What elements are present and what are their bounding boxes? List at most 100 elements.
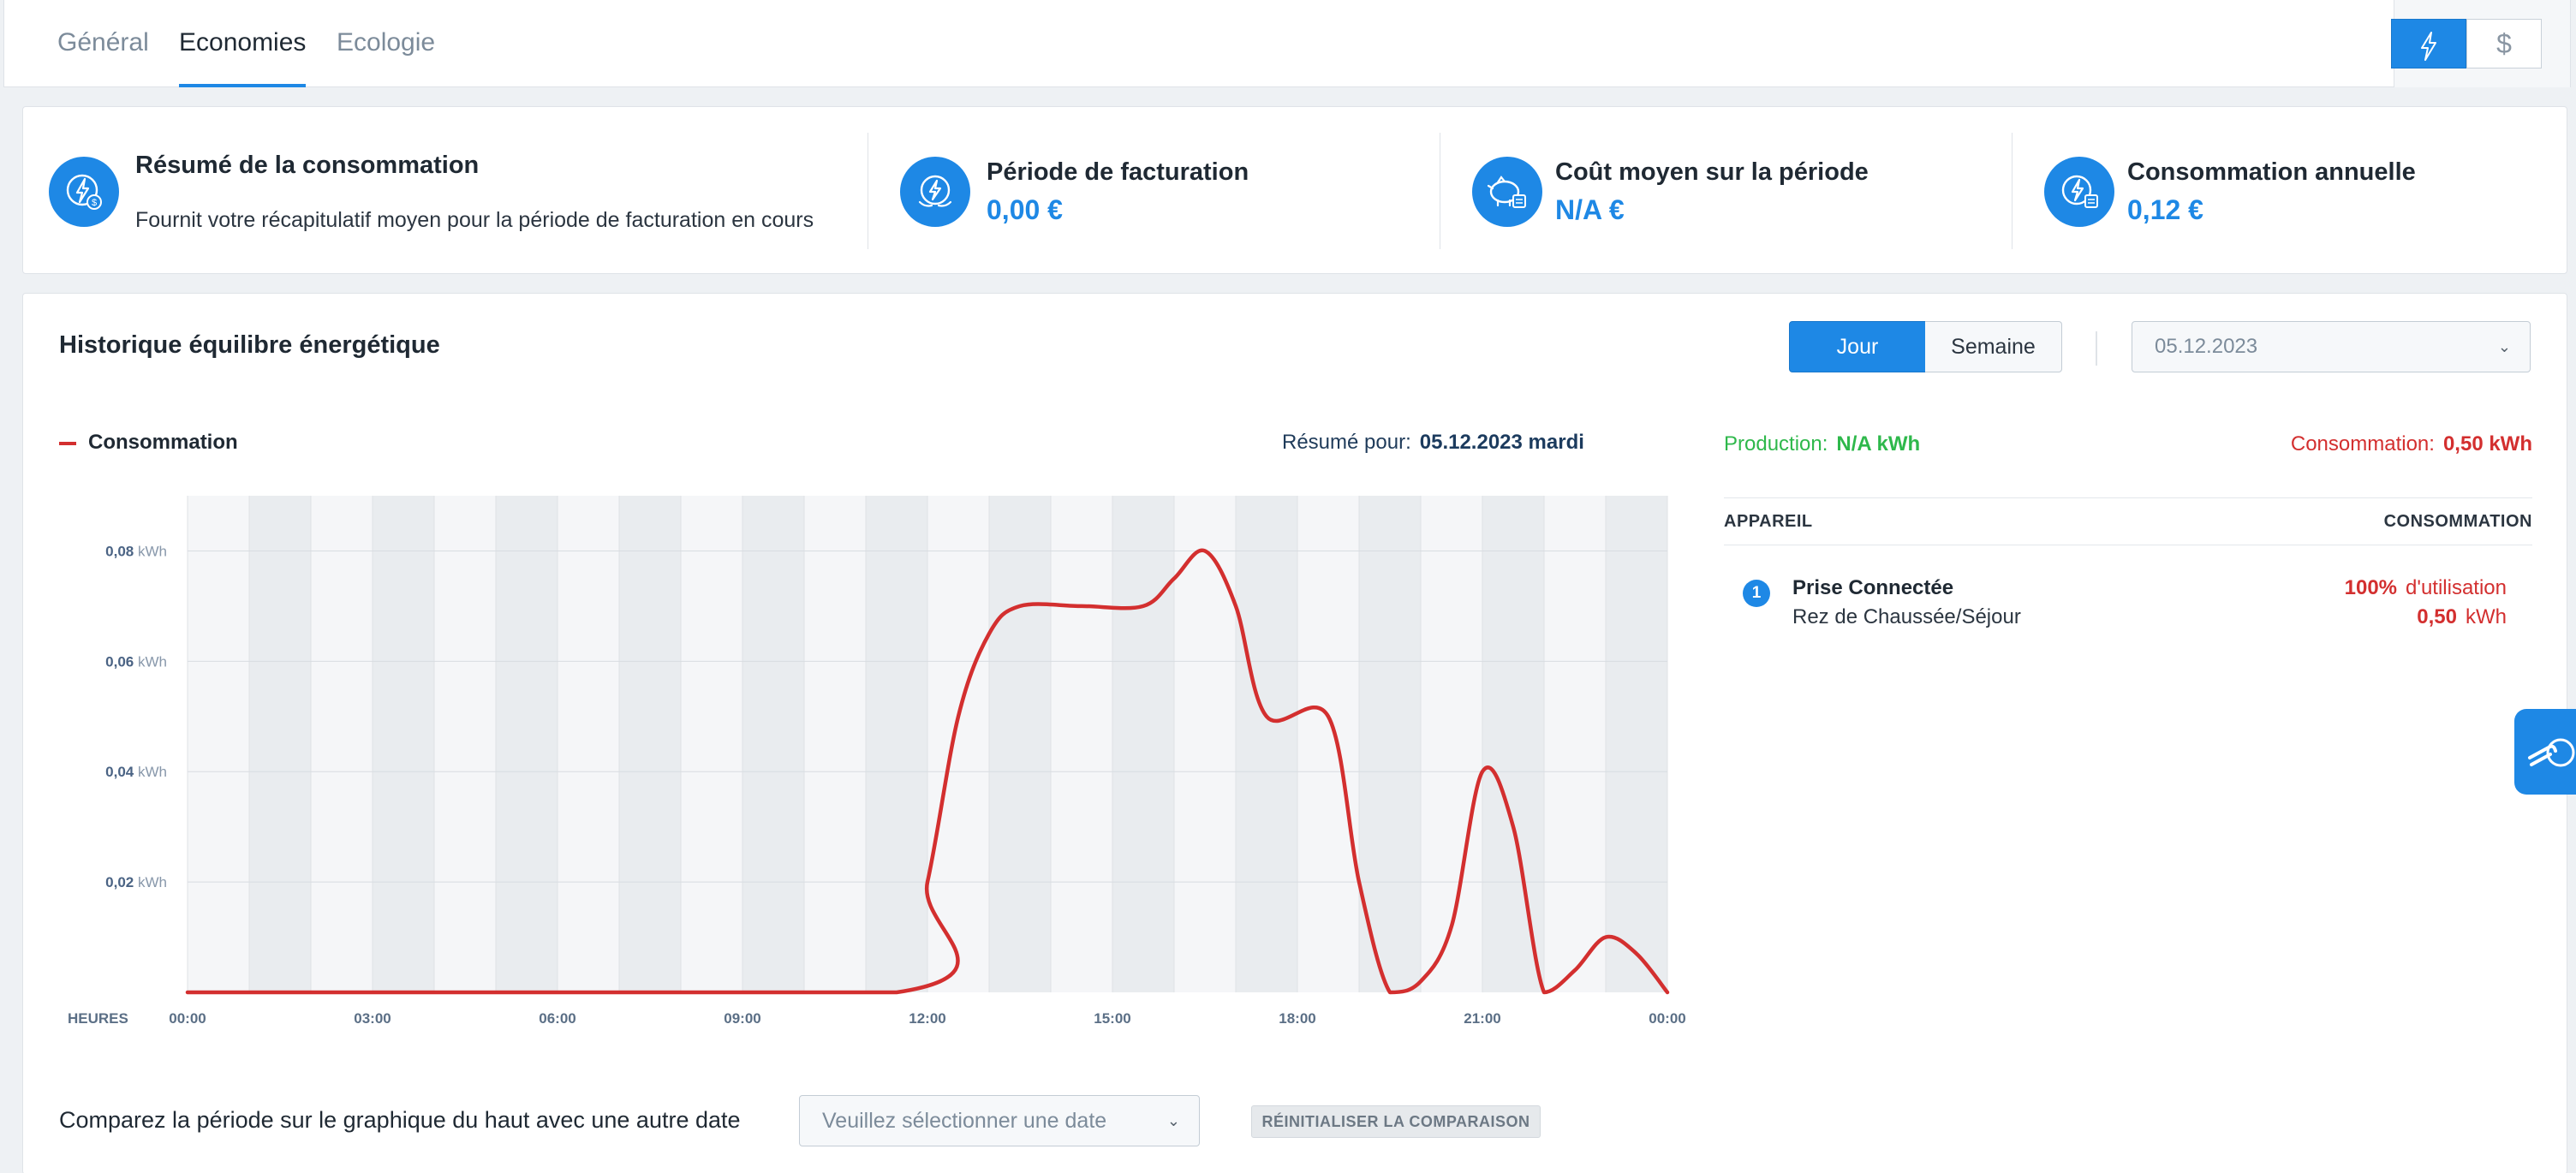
consumption-series-line — [185, 548, 1670, 995]
hour-band — [866, 496, 927, 992]
x-tick-label: 00:00 — [1649, 1010, 1685, 1027]
hour-band — [1112, 496, 1174, 992]
average-cost-value: N/A € — [1555, 194, 1625, 225]
x-tick-label: 03:00 — [354, 1010, 391, 1027]
device-usage-percent: 100% d'utilisation — [2345, 576, 2507, 600]
device-percent-value: 100% — [2344, 576, 2398, 599]
summary-intro: $ Résumé de la consommation Fournit votr… — [23, 107, 871, 275]
consumption-label: Consommation: — [2290, 432, 2435, 456]
device-table-header: APPAREIL CONSOMMATION — [1724, 497, 2532, 545]
x-tick-label: 06:00 — [539, 1010, 575, 1027]
unit-toggle: $ — [2391, 0, 2570, 87]
legend-line-icon — [59, 441, 76, 445]
hour-band — [311, 496, 373, 992]
device-kwh-value: 0,50 — [2417, 605, 2457, 628]
chevron-down-icon: ⌄ — [2497, 338, 2511, 355]
billing-icon — [900, 157, 970, 227]
help-hand-icon — [2528, 738, 2575, 767]
y-tick-label: 0,02 kWh — [105, 874, 167, 890]
compare-date-select[interactable]: Veuillez sélectionner une date ⌄ — [799, 1095, 1200, 1146]
production-label: Production: — [1724, 432, 1828, 456]
hour-band — [249, 496, 311, 992]
energy-cost-icon: $ — [49, 157, 119, 227]
svg-text:$: $ — [92, 198, 97, 208]
summary-annual-consumption: Consommation annuelle 0,12 € — [2015, 107, 2568, 275]
average-cost-title: Coût moyen sur la période — [1555, 158, 1869, 186]
currency-unit-button[interactable]: $ — [2466, 19, 2542, 68]
y-tick-label: 0,04 kWh — [105, 764, 167, 780]
tab-economies[interactable]: Economies — [179, 0, 307, 87]
help-button[interactable] — [2514, 709, 2576, 795]
history-title: Historique équilibre énergétique — [59, 331, 440, 359]
divider — [2096, 331, 2097, 366]
period-day-button[interactable]: Jour — [1789, 321, 1926, 372]
compare-label: Comparez la période sur le graphique du … — [59, 1107, 741, 1133]
summary-date: Résumé pour: 05.12.2023 mardi — [1282, 431, 1584, 455]
device-column-header: APPAREIL — [1724, 512, 1813, 531]
production-total: Production: N/A kWh — [1724, 432, 1920, 456]
x-tick-label: 15:00 — [1094, 1010, 1130, 1027]
x-tick-label: 09:00 — [724, 1010, 760, 1027]
piggy-bank-icon — [1472, 157, 1542, 227]
summary-intro-description: Fournit votre récapitulatif moyen pour l… — [135, 208, 814, 232]
energy-unit-button[interactable] — [2391, 19, 2466, 68]
hour-band — [1606, 496, 1667, 992]
compare-date-placeholder: Veuillez sélectionner une date — [822, 1109, 1107, 1133]
consumption-value: 0,50 kWh — [2442, 432, 2532, 456]
hour-band — [1544, 496, 1606, 992]
x-tick-label: 21:00 — [1464, 1010, 1500, 1027]
hour-band — [742, 496, 804, 992]
dollar-icon: $ — [2496, 28, 2512, 59]
hour-band — [1051, 496, 1112, 992]
lightning-icon — [2421, 31, 2436, 61]
legend-label: Consommation — [88, 431, 238, 454]
chart-legend[interactable]: Consommation — [59, 431, 238, 455]
chevron-down-icon: ⌄ — [1166, 1112, 1180, 1129]
hour-band — [1359, 496, 1421, 992]
hour-band — [989, 496, 1051, 992]
y-tick-label: 0,06 kWh — [105, 653, 167, 670]
reset-comparison-button[interactable]: RÉINITIALISER LA COMPARAISON — [1251, 1105, 1541, 1138]
hour-band — [373, 496, 434, 992]
hour-band — [558, 496, 619, 992]
x-axis-label: HEURES — [68, 1010, 128, 1027]
x-tick-label: 12:00 — [909, 1010, 945, 1027]
tab-ecologie[interactable]: Ecologie — [337, 28, 436, 57]
hour-band — [1297, 496, 1359, 992]
device-index-badge: 1 — [1743, 580, 1770, 607]
top-tab-bar: Général Economies Ecologie $ — [3, 0, 2571, 87]
period-week-button[interactable]: Semaine — [1925, 321, 2062, 372]
date-select-value: 05.12.2023 — [2155, 335, 2258, 358]
billing-period-value: 0,00 € — [987, 194, 1063, 225]
device-location: Rez de Chaussée/Séjour — [1792, 605, 2021, 628]
consumption-total: Consommation: 0,50 kWh — [2291, 432, 2532, 456]
annual-consumption-title: Consommation annuelle — [2127, 158, 2416, 186]
hour-band — [619, 496, 681, 992]
billing-period-title: Période de facturation — [987, 158, 1249, 186]
hour-band — [1236, 496, 1297, 992]
hour-band — [1482, 496, 1544, 992]
device-kwh: 0,50 kWh — [2417, 605, 2507, 629]
device-kwh-unit: kWh — [2466, 605, 2507, 628]
device-name: Prise Connectée — [1792, 576, 1954, 599]
summary-intro-title: Résumé de la consommation — [135, 152, 480, 179]
x-tick-label: 18:00 — [1279, 1010, 1315, 1027]
date-select[interactable]: 05.12.2023 ⌄ — [2132, 321, 2531, 372]
summary-card: $ Résumé de la consommation Fournit votr… — [22, 106, 2567, 274]
consumption-chart[interactable]: 0,02 kWh 0,04 kWh 0,06 kWh 0,08 kWh HEURES 00… — [23, 294, 1702, 1064]
annual-energy-icon — [2044, 157, 2114, 227]
production-value: N/A kWh — [1836, 432, 1921, 456]
table-row[interactable]: 1 Prise Connectée Rez de Chaussée/Séjour… — [1724, 545, 2532, 640]
device-percent-label: d'utilisation — [2406, 576, 2507, 599]
summary-date-value: 05.12.2023 mardi — [1419, 431, 1584, 454]
hour-band — [188, 496, 249, 992]
x-tick-label: 00:00 — [169, 1010, 206, 1027]
energy-history-card: Historique équilibre énergétique Jour Se… — [22, 293, 2567, 1173]
tab-general[interactable]: Général — [57, 28, 149, 57]
hour-band — [927, 496, 989, 992]
annual-consumption-value: 0,12 € — [2127, 194, 2203, 225]
summary-billing-period: Période de facturation 0,00 € — [871, 107, 1450, 275]
hour-band — [681, 496, 742, 992]
hour-band — [1421, 496, 1482, 992]
hour-band — [496, 496, 558, 992]
